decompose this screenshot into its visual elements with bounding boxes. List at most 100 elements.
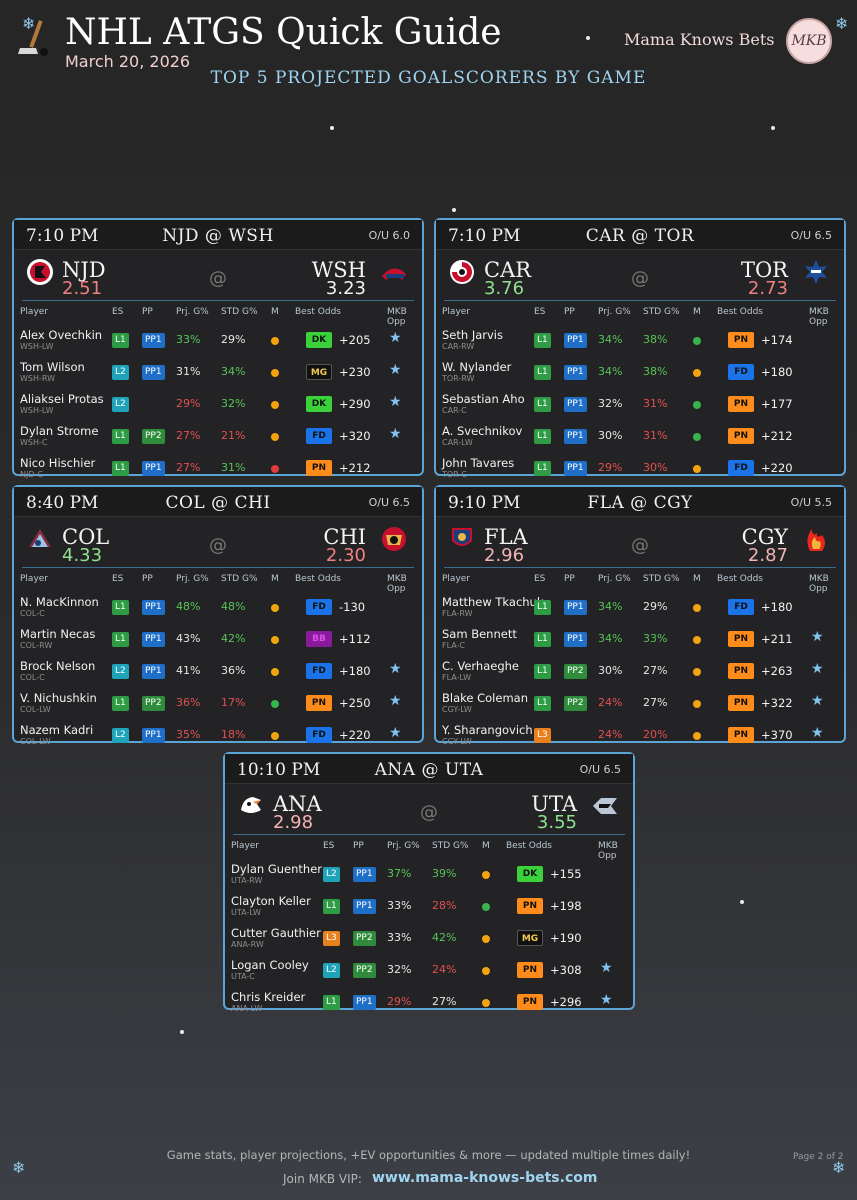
column-header-es: ES [534, 574, 546, 584]
projected-goal-pct: 33% [387, 899, 412, 912]
best-odds-value: +177 [761, 397, 793, 411]
even-strength-line-badge: L2 [112, 664, 129, 679]
player-name: Seth Jarvis [442, 328, 503, 342]
column-header-prj: Prj. G% [598, 307, 631, 317]
matchup-indicator-dot [693, 401, 701, 409]
column-header-player: Player [20, 307, 49, 317]
maple-leafs-logo [802, 258, 830, 286]
power-play-unit-badge: PP1 [564, 365, 587, 380]
matchup-indicator-dot [693, 465, 701, 473]
column-header-pp: PP [142, 307, 153, 317]
player-name: W. Nylander [442, 360, 512, 374]
column-header-odds: Best Odds [295, 307, 341, 317]
best-odds-value: -130 [339, 600, 366, 614]
player-position: WSH-LW [20, 406, 54, 415]
power-play-unit-badge: PP1 [564, 333, 587, 348]
power-play-unit-badge: PP1 [564, 397, 587, 412]
player-name: Martin Necas [20, 627, 96, 641]
sportsbook-badge: FD [728, 599, 754, 615]
player-name: Logan Cooley [231, 958, 309, 972]
power-play-unit-badge: PP1 [564, 461, 587, 476]
std-goal-pct: 36% [221, 664, 246, 677]
header-divider [233, 834, 625, 835]
snowflake-icon: ❄ [22, 14, 36, 33]
power-play-unit-badge: PP1 [353, 899, 376, 914]
player-name: Dylan Strome [20, 424, 99, 438]
player-name: Aliaksei Protas [20, 392, 104, 406]
std-goal-pct: 27% [643, 696, 668, 709]
projected-goal-pct: 27% [176, 461, 201, 474]
away-team-projection: 2.96 [484, 545, 525, 566]
at-symbol: @ [209, 268, 227, 289]
snow-dot [740, 900, 744, 904]
best-odds-value: +220 [761, 461, 793, 475]
mkb-opportunity-star-icon: ★ [389, 661, 402, 677]
projected-goal-pct: 31% [176, 365, 201, 378]
home-team-abbr: TOR [740, 258, 788, 282]
page-subtitle: TOP 5 PROJECTED GOALSCORERS BY GAME [210, 68, 647, 88]
header-divider [22, 567, 414, 568]
player-position: WSH-LW [20, 342, 54, 351]
power-play-unit-badge: PP2 [353, 931, 376, 946]
footer-url-link[interactable]: www.mama-knows-bets.com [372, 1170, 598, 1186]
page-number: Page 2 of 2 [793, 1152, 844, 1162]
sportsbook-badge: DK [517, 866, 543, 882]
even-strength-line-badge: L1 [534, 461, 551, 476]
std-goal-pct: 20% [643, 728, 668, 741]
even-strength-line-badge: L3 [323, 931, 340, 946]
player-row: Chris Kreider ANA-LW L1 PP1 29% 27% PN +296 ★ [225, 990, 633, 1022]
best-odds-value: +263 [761, 664, 793, 678]
power-play-unit-badge: PP1 [142, 365, 165, 380]
game-matchup: CAR @ TOR [585, 226, 695, 246]
player-position: CAR-LW [442, 438, 473, 447]
over-under: O/U 5.5 [790, 496, 832, 509]
column-header-es: ES [323, 841, 335, 851]
snowflake-icon: ❄ [832, 1158, 846, 1177]
power-play-unit-badge: PP2 [564, 696, 587, 711]
matchup-indicator-dot [271, 700, 279, 708]
sportsbook-badge: MG [306, 364, 332, 380]
mkb-opportunity-star-icon: ★ [389, 362, 402, 378]
column-header-m: M [271, 574, 279, 584]
column-header-pp: PP [142, 574, 153, 584]
projected-goal-pct: 29% [387, 995, 412, 1008]
game-card: 7:10 PM NJD @ WSH O/U 6.0 NJD 2.51 @ WSH 3.23 Pl… [12, 218, 424, 479]
std-goal-pct: 33% [643, 632, 668, 645]
snow-dot [180, 1030, 184, 1034]
game-card: 10:10 PM ANA @ UTA O/U 6.5 ANA 2.98 @ UTA 3.55 P… [223, 752, 635, 1013]
power-play-unit-badge: PP1 [142, 333, 165, 348]
column-header-m: M [271, 307, 279, 317]
projected-goal-pct: 43% [176, 632, 201, 645]
column-header-player: Player [231, 841, 260, 851]
utah-logo [591, 792, 619, 820]
player-position: UTA-LW [231, 908, 261, 917]
matchup-indicator-dot [693, 433, 701, 441]
power-play-unit-badge: PP2 [353, 963, 376, 978]
projected-goal-pct: 34% [598, 333, 623, 346]
player-position: WSH-C [20, 438, 48, 447]
matchup-indicator-dot [271, 636, 279, 644]
matchup-indicator-dot [693, 636, 701, 644]
at-symbol: @ [631, 535, 649, 556]
player-name: Nazem Kadri [20, 723, 94, 737]
player-name: Alex Ovechkin [20, 328, 103, 342]
mkb-opportunity-star-icon: ★ [389, 725, 402, 741]
over-under: O/U 6.5 [579, 763, 621, 776]
game-card-header [436, 487, 844, 517]
std-goal-pct: 28% [432, 899, 457, 912]
std-goal-pct: 24% [432, 963, 457, 976]
over-under: O/U 6.5 [790, 229, 832, 242]
over-under: O/U 6.5 [368, 496, 410, 509]
player-position: COL-C [20, 609, 45, 618]
column-header-odds: Best Odds [717, 574, 763, 584]
mkb-opportunity-star-icon: ★ [811, 693, 824, 709]
player-row: Seth Jarvis CAR-RW L1 PP1 34% 38% PN +174 [436, 328, 844, 360]
mkb-opportunity-star-icon: ★ [389, 693, 402, 709]
home-team-projection: 2.87 [747, 545, 788, 566]
power-play-unit-badge: PP2 [142, 429, 165, 444]
matchup-indicator-dot [482, 903, 490, 911]
power-play-unit-badge: PP1 [353, 995, 376, 1010]
matchup-indicator-dot [271, 668, 279, 676]
game-card-header [225, 754, 633, 784]
column-header-mkb: MKB Opp [387, 574, 407, 594]
